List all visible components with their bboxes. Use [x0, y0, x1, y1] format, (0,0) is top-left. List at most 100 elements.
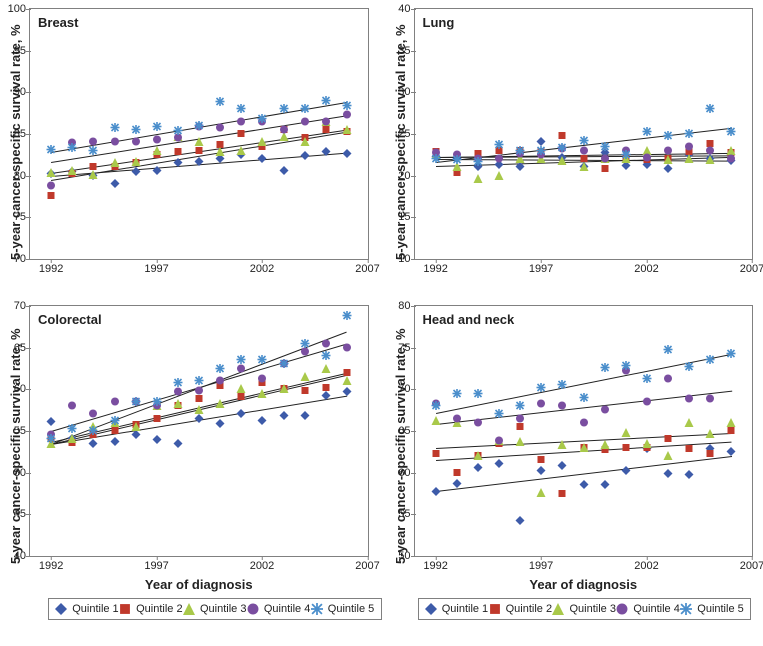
data-point: [685, 390, 694, 408]
legend-label: Quintile 1: [442, 603, 488, 615]
data-point: [558, 485, 567, 503]
data-point: [152, 118, 161, 136]
y-tick: 90: [0, 86, 26, 98]
x-tick: 2002: [250, 263, 274, 275]
panel-breast: 5-year cancer-specific survival rate, %B…: [4, 4, 371, 295]
data-point: [152, 162, 161, 180]
data-point: [300, 368, 309, 386]
y-tick: 25: [385, 128, 411, 140]
data-point: [621, 462, 630, 480]
data-point: [537, 451, 546, 469]
y-tick: 85: [0, 128, 26, 140]
data-point: [173, 435, 182, 453]
data-point: [216, 395, 225, 413]
data-point: [600, 138, 609, 156]
data-point: [321, 113, 330, 131]
data-point: [558, 436, 567, 454]
data-point: [495, 432, 504, 450]
data-point: [258, 370, 267, 388]
y-tick: 70: [0, 253, 26, 265]
data-point: [685, 358, 694, 376]
data-point: [195, 117, 204, 135]
x-tick: 1997: [529, 263, 553, 275]
y-tick: 35: [385, 45, 411, 57]
data-point: [68, 420, 77, 438]
data-point: [216, 360, 225, 378]
y-tick: 40: [385, 3, 411, 15]
data-point: [664, 465, 673, 483]
data-point: [664, 447, 673, 465]
data-point: [237, 405, 246, 423]
data-point: [516, 397, 525, 415]
data-point: [537, 379, 546, 397]
data-point: [516, 433, 525, 451]
figure-root: 5-year cancer-specific survival rate, %B…: [0, 0, 763, 624]
x-tick: 2007: [740, 560, 763, 572]
legend-item: Quintile 1: [425, 603, 488, 615]
data-point: [47, 430, 56, 448]
x-tick: 1992: [423, 263, 447, 275]
data-point: [110, 393, 119, 411]
data-point: [473, 153, 482, 171]
panel-title: Colorectal: [38, 312, 102, 327]
data-point: [431, 397, 440, 415]
data-point: [321, 92, 330, 110]
data-point: [495, 167, 504, 185]
legend-row: Quintile 1Quintile 2Quintile 3Quintile 4…: [4, 598, 755, 620]
data-point: [321, 379, 330, 397]
data-point: [452, 410, 461, 428]
data-point: [579, 389, 588, 407]
data-point: [600, 476, 609, 494]
data-point: [173, 122, 182, 140]
data-point: [600, 401, 609, 419]
data-point: [431, 150, 440, 168]
data-point: [279, 407, 288, 425]
data-point: [342, 372, 351, 390]
y-tick: 65: [385, 425, 411, 437]
data-point: [642, 393, 651, 411]
legend-item: Quintile 3: [552, 603, 615, 615]
data-point: [89, 422, 98, 440]
data-point: [706, 351, 715, 369]
y-tick: 100: [0, 3, 26, 15]
data-point: [279, 380, 288, 398]
y-tick: 60: [385, 467, 411, 479]
data-point: [537, 142, 546, 160]
legend-item: Quintile 5: [680, 603, 743, 615]
data-point: [579, 439, 588, 457]
data-point: [216, 415, 225, 433]
data-point: [431, 445, 440, 463]
data-point: [131, 121, 140, 139]
data-point: [216, 143, 225, 161]
data-point: [579, 158, 588, 176]
data-point: [258, 412, 267, 430]
data-point: [131, 153, 140, 171]
data-point: [685, 125, 694, 143]
data-point: [600, 436, 609, 454]
data-point: [473, 447, 482, 465]
data-point: [68, 139, 77, 157]
data-point: [342, 307, 351, 325]
legend-label: Quintile 2: [506, 603, 552, 615]
x-tick: 1997: [144, 263, 168, 275]
legend-item: Quintile 3: [183, 603, 246, 615]
data-point: [621, 357, 630, 375]
data-point: [473, 385, 482, 403]
data-point: [431, 483, 440, 501]
data-point: [47, 177, 56, 195]
legend-item: Quintile 2: [489, 603, 552, 615]
data-point: [68, 397, 77, 415]
data-point: [706, 390, 715, 408]
data-point: [495, 405, 504, 423]
data-point: [173, 374, 182, 392]
data-point: [452, 151, 461, 169]
data-point: [300, 100, 309, 118]
y-tick: 75: [385, 342, 411, 354]
y-tick: 70: [385, 383, 411, 395]
panel-colorectal: 5-year cancer-specific survival rate, %C…: [4, 301, 371, 592]
x-tick: 2007: [355, 263, 379, 275]
data-point: [110, 154, 119, 172]
legend-item: Quintile 4: [616, 603, 679, 615]
data-point: [89, 405, 98, 423]
data-point: [300, 133, 309, 151]
